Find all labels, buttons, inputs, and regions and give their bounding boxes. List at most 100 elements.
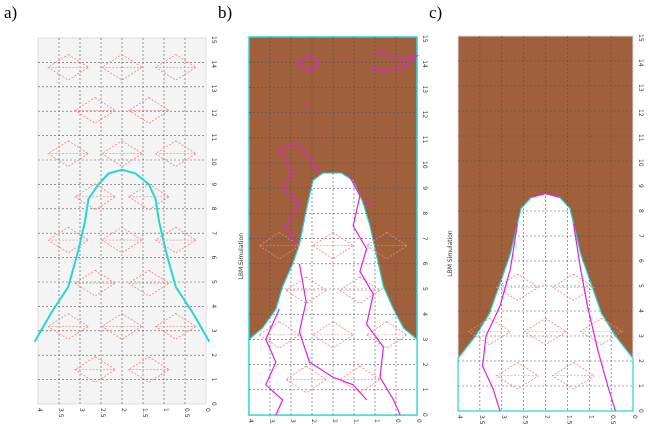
x-tick-label: 0 [415, 419, 422, 423]
obstacle-diamond [127, 269, 170, 297]
y-tick-label: 7 [421, 237, 428, 241]
y-tick-label: 12 [210, 109, 217, 117]
obstacle-diamond [551, 273, 596, 301]
obstacle-diamond [154, 313, 197, 340]
obstacle-diamond [551, 362, 596, 390]
y-tick-label: 10 [210, 158, 217, 166]
y-tick-label: 1 [210, 378, 217, 382]
contour-line [265, 308, 284, 416]
obstacle-diamond [154, 226, 197, 254]
x-tick-label: 4 [36, 408, 43, 412]
x-tick-label: 2.5 [310, 419, 317, 424]
obstacle-diamond [47, 313, 90, 340]
y-tick-label: 1 [637, 384, 644, 388]
side-label: LBM Simulation [447, 230, 454, 277]
x-tick-label: 2 [331, 419, 338, 423]
y-tick-label: 6 [637, 259, 644, 263]
obstacle-diamond [127, 97, 170, 124]
contour-dot [304, 103, 308, 107]
obstacle-diamond [127, 356, 170, 383]
x-tick-label: 4 [247, 419, 254, 423]
y-tick-label: 0 [637, 409, 644, 413]
contour-line [298, 263, 368, 401]
y-tick-label: 7 [637, 234, 644, 238]
y-tick-label: 10 [637, 159, 644, 167]
y-tick-label: 13 [210, 85, 217, 93]
y-tick-label: 8 [421, 211, 428, 215]
y-tick-label: 11 [210, 134, 217, 142]
y-tick-label: 12 [421, 111, 428, 119]
obstacle-diamond [74, 97, 117, 124]
obstacle-diamond [74, 269, 117, 297]
y-tick-label: 13 [421, 85, 428, 93]
y-tick-label: 2 [637, 359, 644, 363]
x-tick-label: 2 [544, 415, 551, 419]
contour-island [369, 51, 420, 72]
y-tick-label: 0 [210, 402, 217, 406]
contour-line [349, 176, 401, 416]
y-tick-label: 6 [421, 262, 428, 266]
x-tick-label: 0 [631, 415, 638, 419]
x-tick-label: 0.5 [183, 408, 190, 418]
x-tick-label: 2 [120, 408, 127, 412]
y-tick-label: 9 [637, 184, 644, 188]
x-tick-label: 1 [162, 408, 169, 412]
y-tick-label: 10 [421, 161, 428, 169]
x-tick-label: 3 [500, 415, 507, 419]
y-tick-label: 8 [210, 207, 217, 211]
x-tick-label: 3 [78, 408, 85, 412]
x-tick-label: 0.5 [394, 419, 401, 424]
y-tick-label: 9 [421, 186, 428, 190]
y-tick-label: 14 [210, 60, 217, 68]
obstacle-diamond [47, 140, 90, 167]
x-tick-label: 3.5 [478, 415, 485, 424]
contour-island [294, 55, 321, 72]
y-tick-label: 2 [210, 353, 217, 357]
obstacle-diamond [101, 53, 143, 81]
y-tick-label: 1 [421, 388, 428, 392]
obstacle-diamond [101, 313, 143, 340]
y-tick-label: 5 [637, 284, 644, 288]
panel-label-b: b) [218, 3, 233, 22]
y-tick-label: 4 [421, 312, 428, 316]
obstacle-diamond [101, 140, 143, 167]
interface-line [33, 168, 211, 343]
x-tick-label: 1 [373, 419, 380, 423]
y-tick-label: 4 [210, 304, 217, 308]
contour-line [278, 142, 321, 246]
y-tick-label: 8 [637, 209, 644, 213]
y-tick-label: 11 [421, 136, 428, 144]
y-tick-label: 5 [210, 280, 217, 284]
obstacle-diamond [523, 317, 568, 346]
obstacle-diamond [74, 183, 117, 211]
obstacle-diamond [154, 53, 197, 81]
x-tick-label: 3 [289, 419, 296, 423]
y-tick-label: 2 [421, 363, 428, 367]
y-tick-label: 5 [421, 287, 428, 291]
y-tick-label: 14 [421, 60, 428, 68]
y-tick-label: 14 [637, 59, 644, 67]
obstacle-diamond [74, 356, 117, 383]
y-tick-label: 0 [421, 413, 428, 417]
x-tick-label: 0.5 [609, 415, 616, 424]
obstacle-diamond [495, 362, 540, 390]
obstacle-diamond [127, 183, 170, 211]
x-tick-label: 2.5 [522, 415, 529, 424]
y-tick-label: 3 [210, 329, 217, 333]
y-tick-label: 4 [637, 309, 644, 313]
contour-line [572, 223, 617, 412]
contour-line [481, 223, 519, 412]
obstacle-diamond [579, 317, 624, 346]
obstacle-diamond [47, 53, 90, 81]
panel-label-c: c) [429, 3, 443, 22]
y-tick-label: 12 [637, 109, 644, 117]
y-tick-label: 3 [421, 337, 428, 341]
panel-a-frame [37, 37, 207, 405]
y-tick-label: 9 [210, 182, 217, 186]
x-tick-label: 3.5 [268, 419, 275, 424]
x-tick-label: 1.5 [565, 415, 572, 424]
obstacle-diamond [467, 317, 512, 346]
